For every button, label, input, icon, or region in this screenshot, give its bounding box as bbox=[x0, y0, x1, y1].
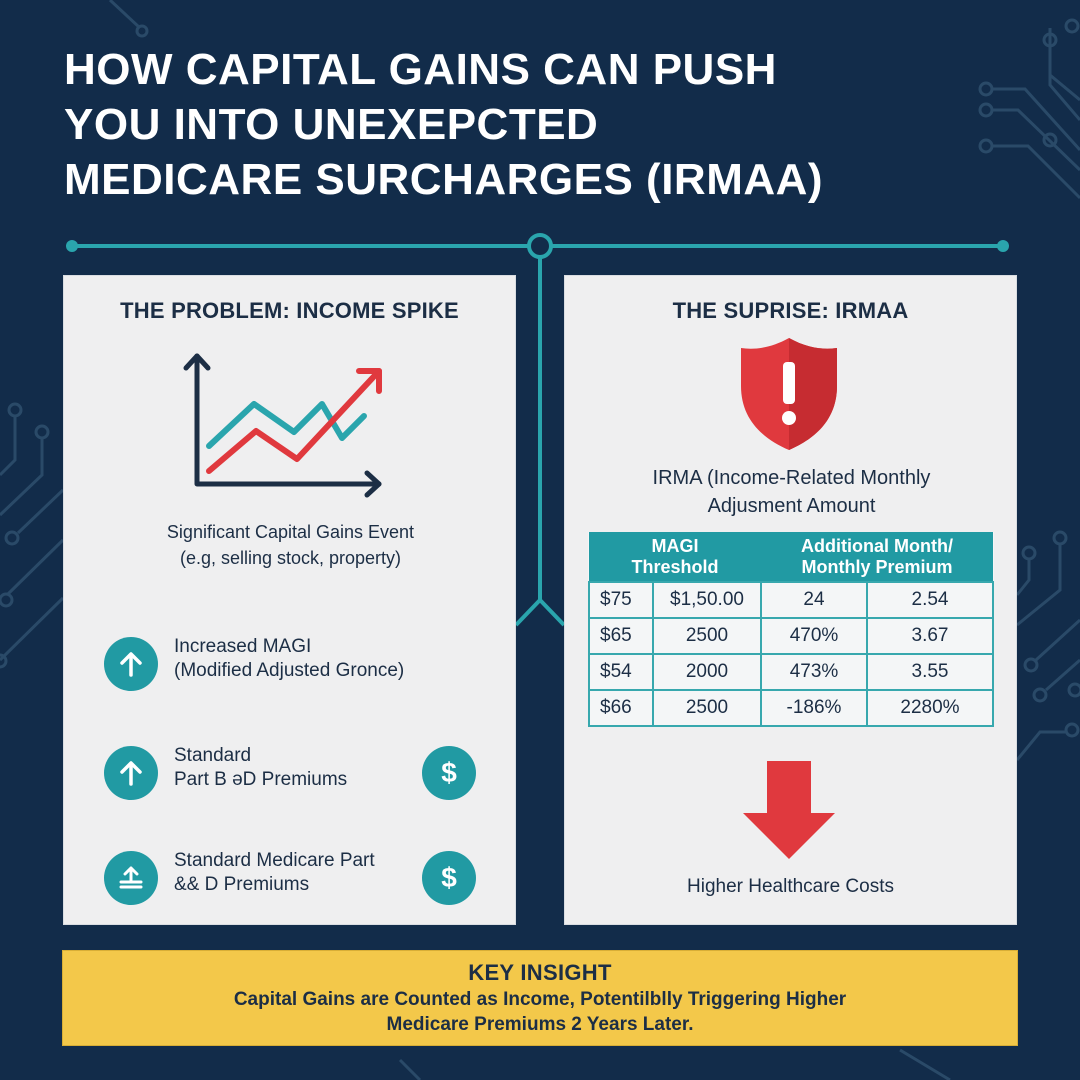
medicare-part-d-premiums-item: Standard Medicare Part && D Premiums $ bbox=[104, 845, 504, 905]
table-cell: 2500 bbox=[652, 689, 762, 727]
item-label-line-2: Part B əD Premiums bbox=[174, 769, 348, 790]
table-row: $66 2500 -186% 2280% bbox=[588, 689, 994, 727]
arrow-up-icon bbox=[104, 746, 158, 800]
table-cell: 3.55 bbox=[866, 653, 994, 691]
item-label-line-2: && D Premiums bbox=[174, 874, 310, 895]
key-insight-line-1: Capital Gains are Counted as Income, Pot… bbox=[233, 989, 847, 1010]
title-line-2: YOU INTO UNEXEPCTED bbox=[64, 100, 599, 149]
problem-panel: THE PROBLEM: INCOME SPIKE Significant Ca… bbox=[63, 275, 516, 925]
key-insight-body: Capital Gains are Counted as Income, Pot… bbox=[63, 987, 1017, 1037]
key-insight-line-2: Medicare Premiums 2 Years Later. bbox=[386, 1014, 694, 1035]
item-label-line-1: Standard bbox=[174, 745, 252, 766]
table-cell: 2.54 bbox=[866, 581, 994, 619]
table-cell: 2500 bbox=[652, 617, 762, 655]
table-cell: $65 bbox=[588, 617, 654, 655]
header-line-1: Additional Month/ bbox=[801, 536, 953, 556]
table-cell: 3.67 bbox=[866, 617, 994, 655]
header-line-2: Threshold bbox=[631, 557, 719, 577]
table-cell: $54 bbox=[588, 653, 654, 691]
item-label-line-1: Standard Medicare Part bbox=[174, 850, 375, 871]
table-cell: $75 bbox=[588, 581, 654, 619]
irmaa-description: IRMA (Income-Related Monthly Adjusment A… bbox=[585, 464, 998, 520]
part-b-d-premiums-item: Standard Part B əD Premiums $ bbox=[104, 740, 504, 800]
higher-healthcare-costs-label: Higher Healthcare Costs bbox=[687, 876, 894, 897]
irmaa-threshold-table: MAGI Threshold Additional Month/ Monthly… bbox=[588, 532, 994, 727]
dollar-icon: $ bbox=[422, 851, 476, 905]
irmaa-description-line-1: IRMA (Income-Related Monthly bbox=[652, 467, 931, 489]
table-cell: $66 bbox=[588, 689, 654, 727]
page-title: HOW CAPITAL GAINS CAN PUSH YOU INTO UNEX… bbox=[64, 42, 964, 207]
irmaa-description-line-2: Adjusment Amount bbox=[707, 495, 876, 517]
line-chart-rising-icon bbox=[183, 353, 382, 498]
increased-magi-item: Increased MAGI (Modified Adjusted Gronce… bbox=[104, 631, 504, 691]
item-label-line-1: Increased MAGI bbox=[174, 636, 312, 657]
table-row: $65 2500 470% 3.67 bbox=[588, 617, 994, 655]
additional-premium-header: Additional Month/ Monthly Premium bbox=[761, 532, 993, 582]
surprise-panel-title: THE SUPRISE: IRMAA bbox=[672, 298, 909, 323]
table-cell: 2280% bbox=[866, 689, 994, 727]
dollar-icon: $ bbox=[422, 746, 476, 800]
table-row: $75 $1,50.00 24 2.54 bbox=[588, 581, 994, 619]
problem-panel-title: THE PROBLEM: INCOME SPIKE bbox=[120, 298, 459, 323]
table-row: $54 2000 473% 3.55 bbox=[588, 653, 994, 691]
item-label-line-2: (Modified Adjusted Gronce) bbox=[174, 660, 405, 681]
key-insight-banner: KEY INSIGHT Capital Gains are Counted as… bbox=[62, 950, 1018, 1046]
table-cell: 24 bbox=[760, 581, 868, 619]
table-cell: 473% bbox=[760, 653, 868, 691]
shield-alert-icon bbox=[741, 338, 837, 450]
upload-bar-icon bbox=[104, 851, 158, 905]
title-line-1: HOW CAPITAL GAINS CAN PUSH bbox=[64, 45, 777, 94]
header-line-2: Monthly Premium bbox=[801, 557, 953, 577]
magi-threshold-header: MAGI Threshold bbox=[589, 532, 761, 582]
event-line-2: (e.g, selling stock, property) bbox=[179, 548, 402, 568]
key-insight-title: KEY INSIGHT bbox=[468, 960, 612, 985]
surprise-panel: THE SUPRISE: IRMAA IRMA (Income-Related … bbox=[564, 275, 1017, 925]
table-header-row: MAGI Threshold Additional Month/ Monthly… bbox=[589, 532, 993, 582]
capital-gains-event-text: Significant Capital Gains Event (e.g, se… bbox=[104, 519, 477, 571]
table-cell: 470% bbox=[760, 617, 868, 655]
table-cell: $1,50.00 bbox=[652, 581, 762, 619]
arrow-down-icon bbox=[743, 761, 835, 859]
header-line-1: MAGI bbox=[651, 536, 699, 556]
title-line-3: MEDICARE SURCHARGES (IRMAA) bbox=[64, 155, 824, 204]
event-line-1: Significant Capital Gains Event bbox=[166, 522, 415, 542]
arrow-up-icon bbox=[104, 637, 158, 691]
table-cell: 2000 bbox=[652, 653, 762, 691]
table-cell: -186% bbox=[760, 689, 868, 727]
